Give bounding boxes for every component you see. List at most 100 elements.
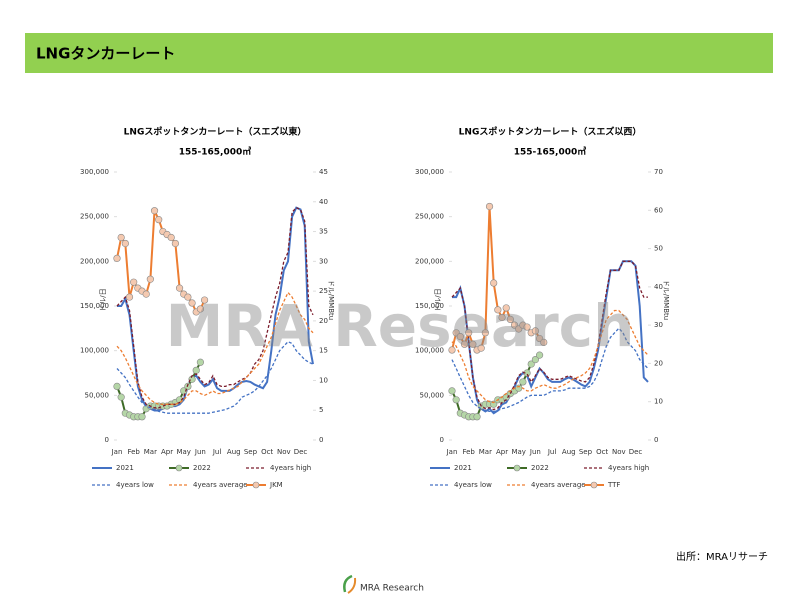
charts: LNGスポットタンカーレート（スエズ以東） 155-165,000㎥ 0 50,000… — [80, 126, 670, 490]
x-tick-label: Mar — [144, 448, 157, 456]
y2-tick-label: 5 — [319, 406, 323, 414]
series-marker — [498, 313, 506, 322]
series-line — [116, 340, 314, 414]
y2-tick-label: 20 — [319, 317, 328, 325]
series-marker — [531, 356, 540, 364]
legend-label: TTF — [607, 481, 620, 489]
y2-tick-label: 0 — [654, 436, 658, 444]
x-tick-label: Sep — [244, 448, 258, 456]
x-tick-label: Jul — [212, 448, 222, 456]
y-axis-label: ドル/日 — [99, 288, 107, 311]
y2-tick-label: 10 — [654, 398, 663, 406]
x-tick-label: Jan — [446, 448, 458, 456]
legend-label: 2021 — [454, 464, 472, 472]
x-tick-label: Jul — [547, 448, 557, 456]
y-tick-label: 100,000 — [415, 347, 444, 355]
series-marker — [192, 366, 200, 374]
x-tick-label: May — [511, 448, 525, 456]
x-tick-label: Oct — [261, 448, 273, 456]
x-tick-label: Mar — [479, 448, 492, 456]
legend-label: 2022 — [531, 464, 549, 472]
y2-axis-label: ドル/MMBtu — [662, 280, 670, 320]
y-tick-label: 250,000 — [415, 213, 444, 221]
logo-icon — [343, 574, 357, 594]
y2-tick-label: 30 — [319, 257, 328, 265]
y-tick-label: 50,000 — [420, 391, 445, 399]
series-line — [116, 291, 314, 405]
series-marker — [130, 278, 138, 286]
legend-label: 2021 — [116, 464, 134, 472]
series-marker — [519, 378, 527, 386]
source-note: 出所：MRAリサーチ — [676, 550, 768, 563]
series-marker — [490, 279, 498, 287]
series-line — [116, 210, 206, 314]
x-tick-label: Aug — [562, 448, 576, 456]
legend-label: JKM — [269, 481, 283, 489]
series-marker — [477, 344, 485, 352]
header-bar — [25, 33, 773, 73]
series-marker — [184, 293, 192, 301]
x-tick-label: Oct — [596, 448, 608, 456]
series-marker — [113, 254, 121, 262]
y-axis-label: ドル/日 — [434, 288, 442, 311]
series-marker — [523, 323, 531, 331]
series-marker — [494, 306, 502, 314]
y2-tick-label: 25 — [319, 287, 328, 295]
series-marker — [448, 387, 456, 395]
x-tick-label: Aug — [227, 448, 241, 456]
x-tick-label: Dec — [629, 448, 643, 456]
legend-marker — [513, 464, 521, 472]
series-marker — [196, 305, 205, 313]
series-marker — [113, 382, 121, 391]
y2-tick-label: 35 — [319, 228, 328, 236]
series-marker — [188, 299, 196, 307]
legend-marker — [252, 481, 260, 489]
chart-subtitle: 155-165,000㎥ — [514, 146, 587, 158]
y2-tick-label: 50 — [654, 245, 663, 253]
header-title: LNGタンカーレート — [36, 45, 175, 63]
series-line — [116, 206, 314, 409]
series-marker — [448, 346, 456, 354]
series-marker — [196, 358, 205, 366]
legend-label: 2022 — [193, 464, 211, 472]
series-marker — [452, 396, 460, 404]
series-line — [451, 327, 649, 413]
x-tick-label: Jan — [111, 448, 123, 456]
y-tick-label: 0 — [105, 436, 109, 444]
y2-tick-label: 70 — [654, 168, 663, 176]
x-tick-label: Nov — [277, 448, 291, 456]
series-marker — [117, 233, 125, 242]
y-tick-label: 200,000 — [415, 257, 444, 265]
series-marker — [146, 275, 154, 283]
series-marker — [540, 338, 548, 346]
series-marker — [180, 387, 188, 395]
y2-tick-label: 20 — [654, 359, 663, 367]
legend-marker — [590, 481, 598, 489]
series-marker — [150, 207, 159, 215]
watermark: MRA Research — [166, 292, 635, 360]
x-tick-label: Apr — [161, 448, 173, 456]
series-marker — [473, 413, 481, 421]
series-line — [451, 260, 648, 411]
y-tick-label: 100,000 — [80, 347, 109, 355]
series-marker — [481, 329, 489, 337]
y2-tick-label: 60 — [654, 206, 663, 214]
y2-axis-label: ドル/MMBtu — [327, 280, 335, 320]
series-marker — [531, 327, 540, 335]
y-tick-label: 150,000 — [80, 302, 109, 310]
series-marker — [502, 304, 510, 312]
series-marker — [175, 284, 184, 292]
series-marker — [121, 239, 129, 248]
x-tick-label: Jun — [529, 448, 541, 456]
y-tick-label: 250,000 — [80, 213, 109, 221]
x-tick-label: Feb — [127, 448, 140, 456]
series-line — [451, 309, 649, 404]
x-tick-label: Dec — [294, 448, 308, 456]
y2-tick-label: 15 — [319, 347, 328, 355]
logo-text: MRA Research — [360, 584, 424, 594]
x-tick-label: Feb — [462, 448, 475, 456]
series-marker — [171, 239, 179, 248]
x-tick-label: Apr — [496, 448, 508, 456]
y2-tick-label: 30 — [654, 321, 663, 329]
